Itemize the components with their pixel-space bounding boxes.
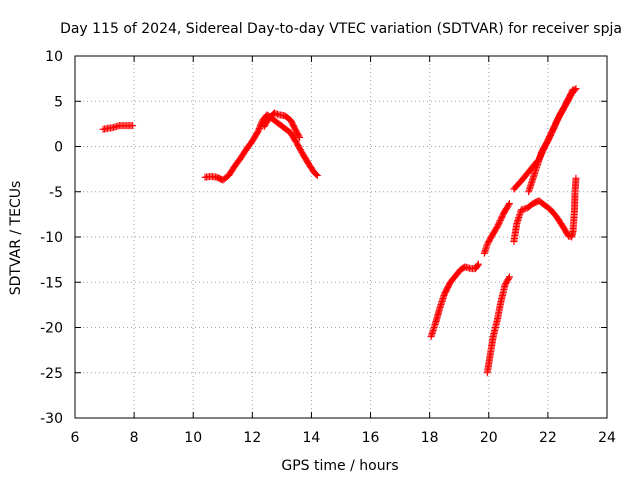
y-tick-label: 10	[45, 49, 63, 65]
y-tick-label: -10	[40, 230, 63, 246]
series-arc-7	[510, 174, 580, 246]
grid-lines	[75, 56, 607, 418]
series-arc-9	[525, 85, 580, 196]
data-point	[474, 261, 482, 269]
data-points	[99, 85, 580, 377]
x-tick-label: 22	[539, 430, 557, 446]
series-arc-4	[427, 260, 482, 341]
data-point	[296, 133, 304, 141]
data-point	[505, 200, 513, 208]
data-point	[474, 260, 482, 268]
x-tick-labels: 6 8 10 12 14 16 18 20 22 24	[71, 430, 616, 446]
y-tick-label: -20	[40, 321, 63, 337]
chart-title: Day 115 of 2024, Sidereal Day-to-day VTE…	[60, 21, 622, 37]
series-arc-1	[99, 122, 137, 133]
x-tick-label: 18	[421, 430, 439, 446]
y-tick-label: -5	[49, 185, 63, 201]
y-tick-label: -25	[40, 366, 63, 382]
data-point	[129, 122, 137, 130]
x-tick-label: 20	[480, 430, 498, 446]
data-point	[313, 171, 321, 179]
series-arc-5	[480, 200, 513, 257]
data-point	[505, 201, 513, 209]
data-point	[571, 86, 579, 94]
x-tick-label: 14	[303, 430, 321, 446]
y-tick-label: -15	[40, 275, 63, 291]
data-point	[572, 85, 580, 93]
x-tick-label: 6	[71, 430, 80, 446]
x-tick-label: 16	[362, 430, 380, 446]
series-arc-2	[201, 111, 321, 184]
data-point	[295, 132, 303, 140]
x-tick-label: 24	[598, 430, 616, 446]
data-point	[273, 110, 281, 118]
data-point	[312, 171, 320, 179]
x-tick-label: 8	[130, 430, 139, 446]
y-axis-label: SDTVAR / TECUs	[8, 181, 24, 296]
data-point	[505, 274, 513, 282]
y-tick-label: 0	[54, 140, 63, 156]
y-tick-label: 5	[54, 94, 63, 110]
x-tick-label: 12	[243, 430, 261, 446]
data-point	[505, 273, 513, 281]
data-point	[271, 109, 278, 117]
y-tick-label: -30	[40, 411, 63, 427]
series-arc-6	[483, 273, 513, 377]
x-axis-label: GPS time / hours	[281, 458, 398, 474]
series-arc-3	[260, 109, 304, 141]
x-tick-label: 10	[184, 430, 202, 446]
data-point	[272, 110, 280, 118]
y-tick-labels: 10 5 0 -5 -10 -15 -20 -25 -30	[40, 49, 63, 427]
data-point	[572, 174, 580, 182]
axis-ticks	[74, 55, 608, 419]
